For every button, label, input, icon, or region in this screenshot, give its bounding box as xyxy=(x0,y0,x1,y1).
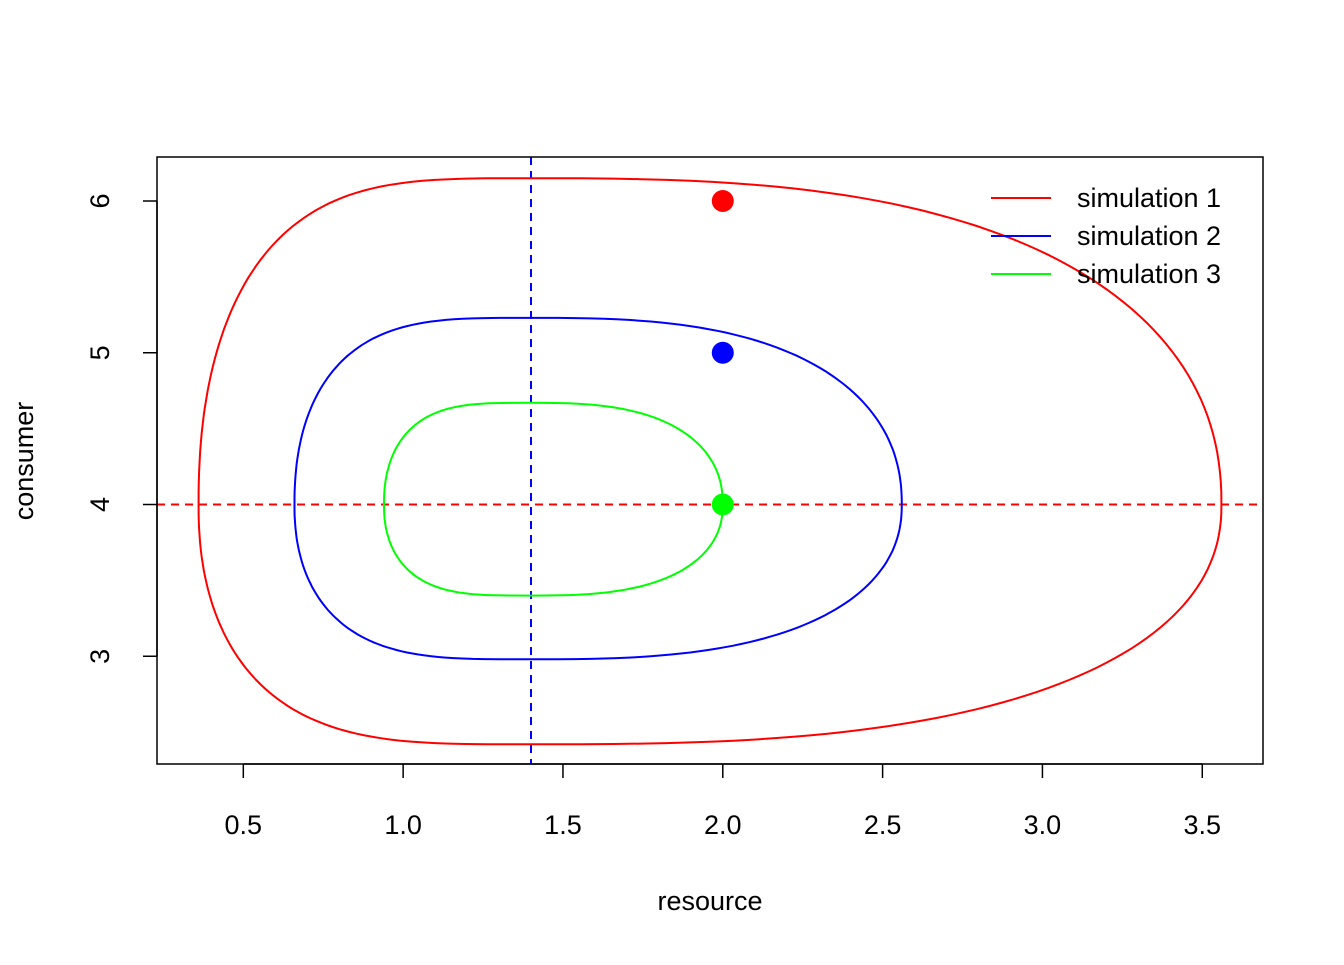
x-axis: 0.5 1.0 1.5 2.0 2.5 3.0 3.5 xyxy=(225,763,1221,840)
y-tick-label: 3 xyxy=(85,649,115,664)
legend-label: simulation 1 xyxy=(1077,183,1221,213)
y-tick-label: 5 xyxy=(85,345,115,360)
x-tick-label: 1.5 xyxy=(544,810,582,840)
series-line-3 xyxy=(383,401,724,597)
y-tick-label: 4 xyxy=(85,497,115,512)
reference-lines xyxy=(157,157,1263,764)
start-point-1 xyxy=(711,190,734,213)
series-line-2 xyxy=(293,316,903,661)
x-tick-label: 2.0 xyxy=(704,810,742,840)
x-tick-label: 1.0 xyxy=(384,810,422,840)
legend-label: simulation 2 xyxy=(1077,221,1221,251)
legend-label: simulation 3 xyxy=(1077,259,1221,289)
series-line-1 xyxy=(197,177,1223,746)
x-tick-label: 2.5 xyxy=(864,810,902,840)
legend: simulation 1 simulation 2 simulation 3 xyxy=(991,183,1221,289)
start-point-2 xyxy=(711,341,734,364)
x-tick-label: 3.0 xyxy=(1024,810,1062,840)
x-axis-title: resource xyxy=(657,886,762,916)
y-axis: 3 4 5 6 xyxy=(85,193,158,664)
start-points xyxy=(711,190,734,516)
series-group xyxy=(197,177,1223,746)
y-tick-label: 6 xyxy=(85,193,115,208)
x-tick-label: 0.5 xyxy=(225,810,263,840)
y-axis-title: consumer xyxy=(9,402,39,521)
start-point-3 xyxy=(711,493,734,516)
x-tick-label: 3.5 xyxy=(1183,810,1221,840)
